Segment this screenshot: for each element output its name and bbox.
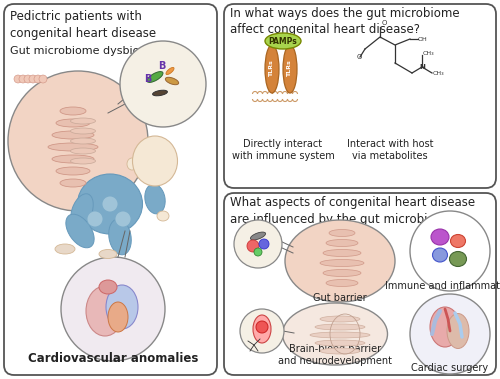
Ellipse shape — [329, 230, 355, 236]
Circle shape — [256, 321, 268, 333]
Ellipse shape — [70, 118, 96, 124]
Circle shape — [29, 75, 37, 83]
Ellipse shape — [265, 45, 279, 93]
Ellipse shape — [108, 219, 132, 255]
Ellipse shape — [56, 167, 90, 175]
Text: TLRs: TLRs — [270, 61, 274, 77]
Circle shape — [240, 309, 284, 353]
Ellipse shape — [70, 158, 96, 164]
Text: Directly interact
with immune system: Directly interact with immune system — [232, 139, 334, 161]
FancyBboxPatch shape — [224, 193, 496, 375]
Ellipse shape — [66, 214, 94, 248]
Ellipse shape — [52, 155, 94, 163]
Text: Cardiovascular anomalies: Cardiovascular anomalies — [28, 352, 198, 365]
Circle shape — [247, 240, 259, 252]
Text: B: B — [158, 61, 166, 71]
Ellipse shape — [106, 285, 138, 329]
Text: O: O — [382, 20, 388, 26]
Ellipse shape — [320, 348, 360, 354]
Circle shape — [19, 75, 27, 83]
Text: TLRs: TLRs — [288, 61, 292, 77]
Ellipse shape — [326, 279, 358, 287]
Ellipse shape — [147, 72, 163, 82]
Ellipse shape — [320, 260, 364, 266]
Ellipse shape — [447, 313, 469, 349]
Text: What aspects of congenital heart disease
are influenced by the gut microbiome?: What aspects of congenital heart disease… — [230, 196, 475, 226]
Ellipse shape — [152, 90, 168, 96]
Text: N: N — [419, 64, 425, 70]
Ellipse shape — [132, 136, 178, 186]
Ellipse shape — [265, 33, 301, 49]
Ellipse shape — [250, 232, 266, 240]
Ellipse shape — [145, 184, 165, 214]
Ellipse shape — [285, 220, 395, 302]
Circle shape — [34, 75, 42, 83]
Ellipse shape — [253, 315, 271, 343]
Circle shape — [24, 75, 32, 83]
Text: Gut barrier: Gut barrier — [313, 293, 367, 303]
Ellipse shape — [320, 316, 360, 322]
Text: CH₃: CH₃ — [433, 71, 444, 76]
Ellipse shape — [166, 77, 178, 85]
Circle shape — [14, 75, 22, 83]
Ellipse shape — [315, 340, 365, 346]
Text: Interact with host
via metabolites: Interact with host via metabolites — [347, 139, 433, 161]
Text: OH: OH — [418, 37, 428, 42]
Text: Brain-blood barrier
and neurodevelopment: Brain-blood barrier and neurodevelopment — [278, 344, 392, 366]
Ellipse shape — [86, 286, 124, 336]
Text: B: B — [144, 74, 152, 84]
Circle shape — [8, 71, 148, 211]
Circle shape — [410, 294, 490, 374]
Ellipse shape — [326, 240, 358, 246]
Ellipse shape — [430, 307, 460, 347]
Ellipse shape — [432, 248, 448, 262]
Ellipse shape — [48, 143, 98, 151]
Ellipse shape — [315, 324, 365, 330]
Circle shape — [61, 257, 165, 361]
Ellipse shape — [70, 128, 96, 134]
Ellipse shape — [166, 67, 174, 75]
Ellipse shape — [55, 244, 75, 254]
Text: PAMPs: PAMPs — [268, 36, 298, 45]
Ellipse shape — [52, 131, 94, 139]
Ellipse shape — [70, 148, 96, 154]
Circle shape — [410, 211, 490, 291]
Text: O: O — [357, 54, 362, 60]
Ellipse shape — [60, 107, 86, 115]
Circle shape — [259, 239, 269, 249]
Ellipse shape — [127, 158, 137, 170]
Circle shape — [39, 75, 47, 83]
Ellipse shape — [99, 280, 117, 294]
Ellipse shape — [108, 302, 128, 332]
Circle shape — [254, 248, 262, 256]
Circle shape — [115, 211, 131, 227]
Ellipse shape — [56, 119, 90, 127]
Text: Cardiac surgery: Cardiac surgery — [412, 363, 488, 373]
FancyBboxPatch shape — [4, 4, 217, 375]
FancyBboxPatch shape — [224, 4, 496, 188]
Text: CH₃: CH₃ — [423, 51, 434, 56]
Circle shape — [234, 220, 282, 268]
Ellipse shape — [70, 138, 96, 144]
Circle shape — [87, 211, 103, 227]
Ellipse shape — [450, 252, 466, 266]
Ellipse shape — [323, 269, 361, 277]
Ellipse shape — [450, 235, 466, 247]
Text: Gut microbiome dysbiosis: Gut microbiome dysbiosis — [10, 46, 154, 56]
Ellipse shape — [282, 303, 388, 365]
Text: Immune and inflammation: Immune and inflammation — [385, 281, 500, 291]
Circle shape — [102, 196, 118, 212]
Ellipse shape — [310, 332, 370, 338]
Ellipse shape — [323, 249, 361, 257]
Ellipse shape — [99, 249, 117, 258]
Ellipse shape — [60, 179, 86, 187]
Text: In what ways does the gut microbiome
affect congenital heart disease?: In what ways does the gut microbiome aff… — [230, 7, 460, 36]
Ellipse shape — [78, 174, 142, 234]
Ellipse shape — [157, 211, 169, 221]
Text: Pedictric patients with
congenital heart disease: Pedictric patients with congenital heart… — [10, 10, 156, 39]
Circle shape — [120, 41, 206, 127]
Ellipse shape — [283, 45, 297, 93]
Ellipse shape — [431, 229, 449, 245]
Ellipse shape — [71, 194, 93, 228]
